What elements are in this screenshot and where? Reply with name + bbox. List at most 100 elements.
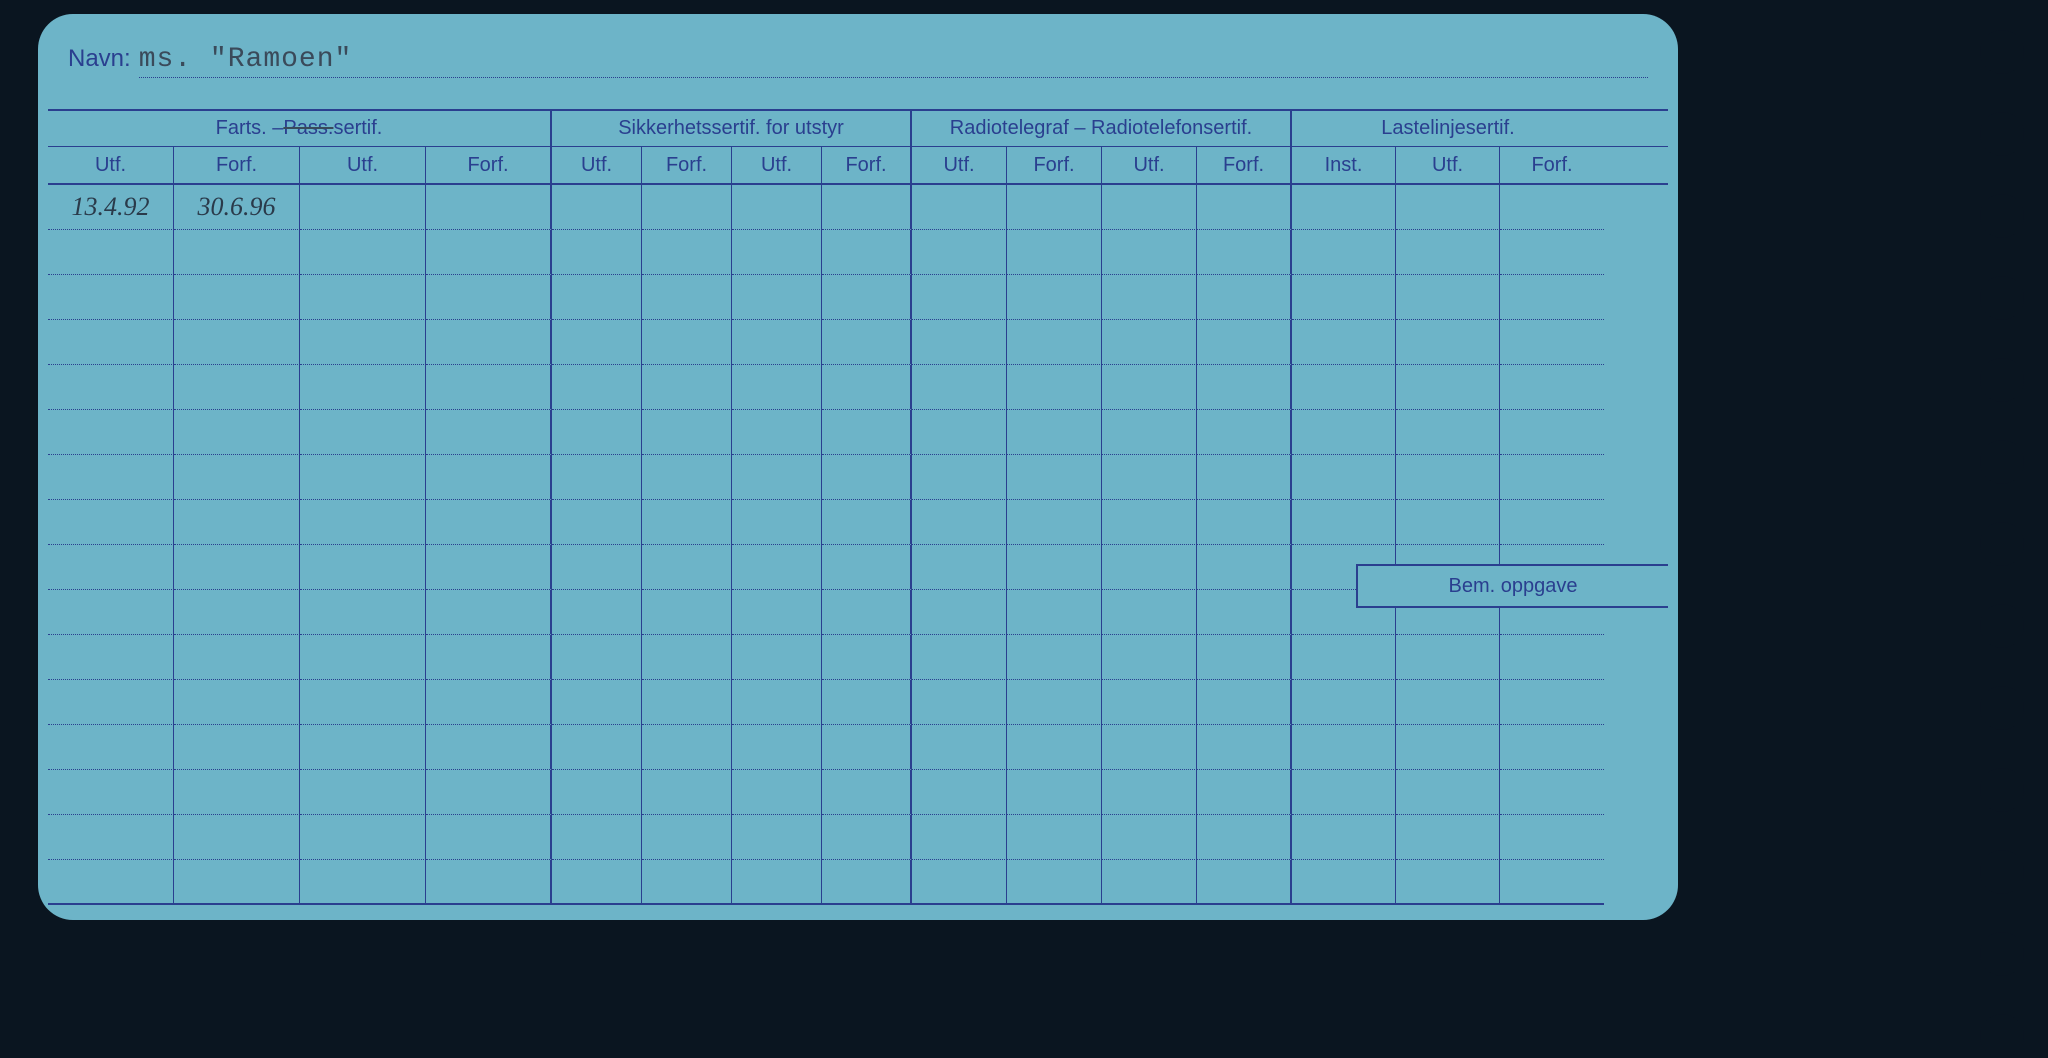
- table-cell: [174, 680, 300, 725]
- table-cell: [822, 635, 912, 680]
- table-cell: [1292, 680, 1396, 725]
- table-cell: [1396, 365, 1500, 410]
- group-header: Farts. – Pass.sertif.: [48, 111, 552, 146]
- table-cell: [1292, 635, 1396, 680]
- table-cell: [1396, 635, 1500, 680]
- table-cell: [822, 725, 912, 770]
- column-header: Forf.: [1007, 147, 1102, 183]
- table-cell: [300, 320, 426, 365]
- table-row: [48, 500, 1668, 545]
- table-cell: [1500, 635, 1604, 680]
- table-cell: [732, 275, 822, 320]
- table-cell: [912, 590, 1007, 635]
- table-cell: [642, 770, 732, 815]
- table-cell: [174, 860, 300, 905]
- table-cell: [1007, 860, 1102, 905]
- table-cell: [48, 545, 174, 590]
- table-cell: [1500, 860, 1604, 905]
- certificate-table: Farts. – Pass.sertif.Sikkerhetssertif. f…: [48, 109, 1668, 905]
- table-cell: [822, 410, 912, 455]
- table-cell: [300, 590, 426, 635]
- table-cell: [48, 365, 174, 410]
- table-cell: [174, 635, 300, 680]
- punch-hole: [1980, 932, 2024, 976]
- table-cell: [426, 230, 552, 275]
- table-cell: [300, 725, 426, 770]
- table-cell: [1292, 860, 1396, 905]
- column-header: Forf.: [822, 147, 912, 183]
- table-cell: [822, 815, 912, 860]
- table-cell: [1102, 545, 1197, 590]
- table-cell: [1396, 275, 1500, 320]
- table-row: [48, 455, 1668, 500]
- navn-value: ms. "Ramoen": [139, 44, 1648, 78]
- table-cell: [1102, 275, 1197, 320]
- column-header: Utf.: [732, 147, 822, 183]
- group-header: Radiotelegraf – Radiotelefonsertif.: [912, 111, 1292, 146]
- table-cell: [300, 185, 426, 230]
- table-cell: [426, 185, 552, 230]
- table-cell: [552, 365, 642, 410]
- table-cell: [912, 770, 1007, 815]
- punch-hole: [1980, 1014, 2024, 1058]
- punch-hole: [1980, 276, 2024, 320]
- punch-hole: [1980, 194, 2024, 238]
- table-cell: [1102, 455, 1197, 500]
- table-cell: [822, 185, 912, 230]
- table-cell: [48, 770, 174, 815]
- table-cell: [300, 500, 426, 545]
- table-cell: [1292, 725, 1396, 770]
- table-cell: [1292, 185, 1396, 230]
- table-cell: [552, 815, 642, 860]
- navn-label: Navn:: [68, 45, 131, 73]
- punch-hole: [1980, 768, 2024, 812]
- column-header: Utf.: [552, 147, 642, 183]
- table-cell: [1197, 680, 1292, 725]
- table-cell: [1292, 815, 1396, 860]
- table-cell: [48, 230, 174, 275]
- table-cell: [300, 275, 426, 320]
- table-row: [48, 365, 1668, 410]
- table-cell: [300, 635, 426, 680]
- table-cell: [552, 230, 642, 275]
- table-cell: [426, 815, 552, 860]
- table-cell: [1292, 320, 1396, 365]
- table-cell: [426, 635, 552, 680]
- table-cell: [1007, 230, 1102, 275]
- table-cell: [1500, 500, 1604, 545]
- table-cell: 30.6.96: [174, 185, 300, 230]
- table-cell: [1500, 455, 1604, 500]
- table-cell: [732, 320, 822, 365]
- table-cell: [642, 455, 732, 500]
- table-cell: [642, 185, 732, 230]
- table-cell: [1197, 635, 1292, 680]
- table-cell: [426, 725, 552, 770]
- table-cell: [642, 545, 732, 590]
- table-cell: [642, 680, 732, 725]
- table-cell: [1292, 770, 1396, 815]
- table-cell: [300, 365, 426, 410]
- table-cell: [426, 590, 552, 635]
- table-cell: [426, 410, 552, 455]
- table-cell: [300, 815, 426, 860]
- group-header: Lastelinjesertif.: [1292, 111, 1604, 146]
- table-cell: [732, 500, 822, 545]
- table-row: [48, 230, 1668, 275]
- column-header: Utf.: [1102, 147, 1197, 183]
- table-cell: [642, 860, 732, 905]
- table-row: [48, 725, 1668, 770]
- table-cell: [1292, 410, 1396, 455]
- table-cell: [642, 815, 732, 860]
- table-cell: [48, 815, 174, 860]
- table-cell: [48, 725, 174, 770]
- table-cell: [48, 590, 174, 635]
- table-cell: [642, 500, 732, 545]
- table-cell: [1500, 365, 1604, 410]
- table-cell: [426, 320, 552, 365]
- table-cell: [822, 590, 912, 635]
- table-cell: [912, 365, 1007, 410]
- table-cell: [1197, 455, 1292, 500]
- table-cell: [1007, 320, 1102, 365]
- table-cell: [822, 230, 912, 275]
- table-cell: [174, 500, 300, 545]
